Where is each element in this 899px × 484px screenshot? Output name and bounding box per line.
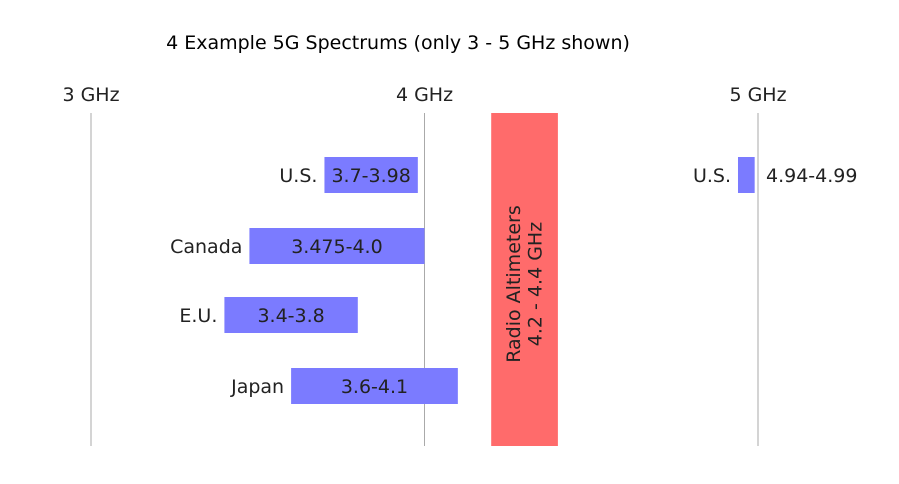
spectrum-bars: U.S. 3.7-3.98 Canada 3.475-4.0 E.U. 3.4-3.8 Ja… — [170, 157, 857, 404]
band-label: Radio Altimeters4.2 - 4.4 GHz — [503, 205, 547, 362]
range-value-label: 3.475-4.0 — [291, 236, 382, 258]
range-bar — [249, 228, 425, 264]
range-bar — [291, 368, 458, 404]
region-label: Canada — [170, 236, 242, 258]
band-label-line1: Radio Altimeters — [503, 205, 525, 362]
range-value-label: 3.4-3.8 — [257, 305, 324, 327]
range-bar — [224, 297, 358, 333]
range-value-label: 4.94-4.99 — [766, 165, 857, 187]
x-tick-label: 3 GHz — [62, 84, 119, 106]
region-label: U.S. — [279, 165, 317, 187]
range-value-label: 3.7-3.98 — [331, 165, 410, 187]
range-bar-group: Japan 3.6-4.1 — [230, 368, 458, 404]
range-bar-group: U.S. 4.94-4.99 — [693, 157, 857, 193]
range-bar — [324, 157, 418, 193]
x-tick-label: 5 GHz — [729, 84, 786, 106]
radio-altimeter-band: Radio Altimeters4.2 - 4.4 GHz — [491, 113, 558, 446]
range-bar — [737, 157, 755, 193]
range-value-label: 3.6-4.1 — [341, 376, 408, 398]
band-label-line2: 4.2 - 4.4 GHz — [525, 222, 547, 346]
range-bar-group: U.S. 3.7-3.98 — [279, 157, 418, 193]
region-label: E.U. — [179, 305, 217, 327]
range-bar-group: Canada 3.475-4.0 — [170, 228, 425, 264]
region-label: Japan — [230, 376, 284, 398]
range-bar-group: E.U. 3.4-3.8 — [179, 297, 358, 333]
x-tick-labels: 3 GHz 4 GHz 5 GHz — [62, 84, 786, 106]
chart-title: 4 Example 5G Spectrums (only 3 - 5 GHz s… — [166, 32, 630, 54]
region-label: U.S. — [693, 165, 731, 187]
x-tick-label: 4 GHz — [396, 84, 453, 106]
band-rect — [491, 113, 558, 446]
